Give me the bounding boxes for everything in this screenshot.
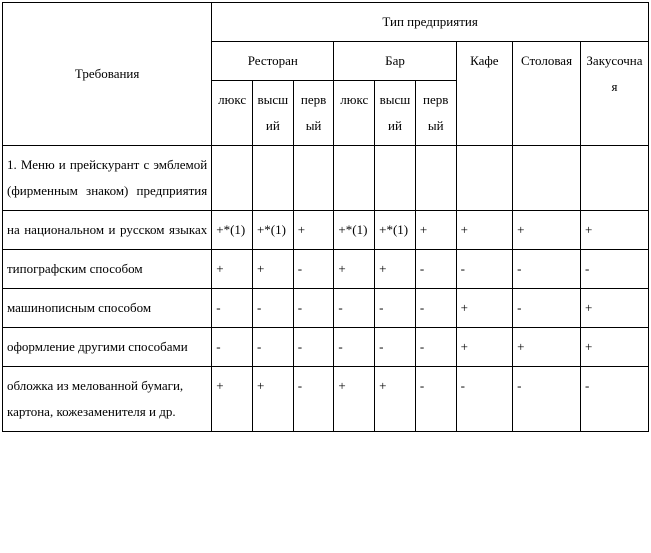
row-label: оформление другими способами: [3, 328, 212, 367]
cell: +: [334, 250, 375, 289]
hdr-bar-pervyy: первый: [415, 81, 456, 146]
cell: -: [212, 328, 253, 367]
cell: +: [513, 211, 581, 250]
cell: [252, 146, 293, 211]
cell: -: [293, 328, 334, 367]
cell: -: [252, 328, 293, 367]
cell: +: [456, 211, 513, 250]
cell: [456, 146, 513, 211]
cell: -: [580, 250, 648, 289]
row-label: обложка из мелованной бумаги, картона, к…: [3, 367, 212, 432]
cell: +*(1): [212, 211, 253, 250]
cell: -: [375, 289, 416, 328]
hdr-enterprise-type: Тип предприятия: [212, 3, 649, 42]
header-row-1: Требования Тип предприятия: [3, 3, 649, 42]
hdr-rest-luks: люкс: [212, 81, 253, 146]
cell: [334, 146, 375, 211]
cell: -: [334, 289, 375, 328]
cell: [293, 146, 334, 211]
cell: +: [252, 250, 293, 289]
cell: [513, 146, 581, 211]
table-row: 1. Меню и прейскурант с эмблемой (фирмен…: [3, 146, 649, 211]
cell: [375, 146, 416, 211]
cell: +: [293, 211, 334, 250]
cell: +: [580, 289, 648, 328]
cell: -: [334, 328, 375, 367]
cell: -: [415, 289, 456, 328]
requirements-table: Требования Тип предприятия Ресторан Бар …: [2, 2, 649, 432]
cell: -: [580, 367, 648, 432]
cell: +: [513, 328, 581, 367]
hdr-requirements: Требования: [3, 3, 212, 146]
hdr-bar: Бар: [334, 42, 456, 81]
cell: [580, 146, 648, 211]
hdr-stolovaya: Столовая: [513, 42, 581, 146]
cell: -: [415, 367, 456, 432]
cell: -: [375, 328, 416, 367]
table-row: на национальном и русском языках+*(1)+*(…: [3, 211, 649, 250]
table-row: оформление другими способами------+++: [3, 328, 649, 367]
hdr-bar-luks: люкс: [334, 81, 375, 146]
row-label: 1. Меню и прейскурант с эмблемой (фирмен…: [3, 146, 212, 211]
table-row: машинописным способом------+-+: [3, 289, 649, 328]
cell: +: [415, 211, 456, 250]
table-body: 1. Меню и прейскурант с эмблемой (фирмен…: [3, 146, 649, 432]
table-row: обложка из мелованной бумаги, картона, к…: [3, 367, 649, 432]
cell: [415, 146, 456, 211]
cell: -: [415, 328, 456, 367]
cell: -: [513, 289, 581, 328]
row-label: машинописным способом: [3, 289, 212, 328]
cell: +: [580, 211, 648, 250]
hdr-zakusochnaya: Закусочная: [580, 42, 648, 146]
hdr-restaurant: Ресторан: [212, 42, 334, 81]
table-row: типографским способом++-++----: [3, 250, 649, 289]
table-header: Требования Тип предприятия Ресторан Бар …: [3, 3, 649, 146]
cell: +: [375, 367, 416, 432]
cell: -: [293, 367, 334, 432]
cell: +*(1): [252, 211, 293, 250]
cell: +: [212, 367, 253, 432]
cell: +*(1): [334, 211, 375, 250]
cell: -: [293, 289, 334, 328]
cell: +: [456, 328, 513, 367]
cell: -: [456, 367, 513, 432]
row-label: на национальном и русском языках: [3, 211, 212, 250]
cell: +: [334, 367, 375, 432]
cell: +: [456, 289, 513, 328]
cell: +: [580, 328, 648, 367]
row-label: типографским способом: [3, 250, 212, 289]
cell: +: [375, 250, 416, 289]
cell: -: [513, 367, 581, 432]
cell: -: [513, 250, 581, 289]
cell: [212, 146, 253, 211]
cell: -: [415, 250, 456, 289]
cell: -: [456, 250, 513, 289]
hdr-rest-vysshiy: высший: [252, 81, 293, 146]
hdr-rest-pervyy: первый: [293, 81, 334, 146]
cell: +: [212, 250, 253, 289]
cell: -: [252, 289, 293, 328]
cell: -: [293, 250, 334, 289]
hdr-bar-vysshiy: высший: [375, 81, 416, 146]
hdr-cafe: Кафе: [456, 42, 513, 146]
cell: +: [252, 367, 293, 432]
cell: -: [212, 289, 253, 328]
cell: +*(1): [375, 211, 416, 250]
